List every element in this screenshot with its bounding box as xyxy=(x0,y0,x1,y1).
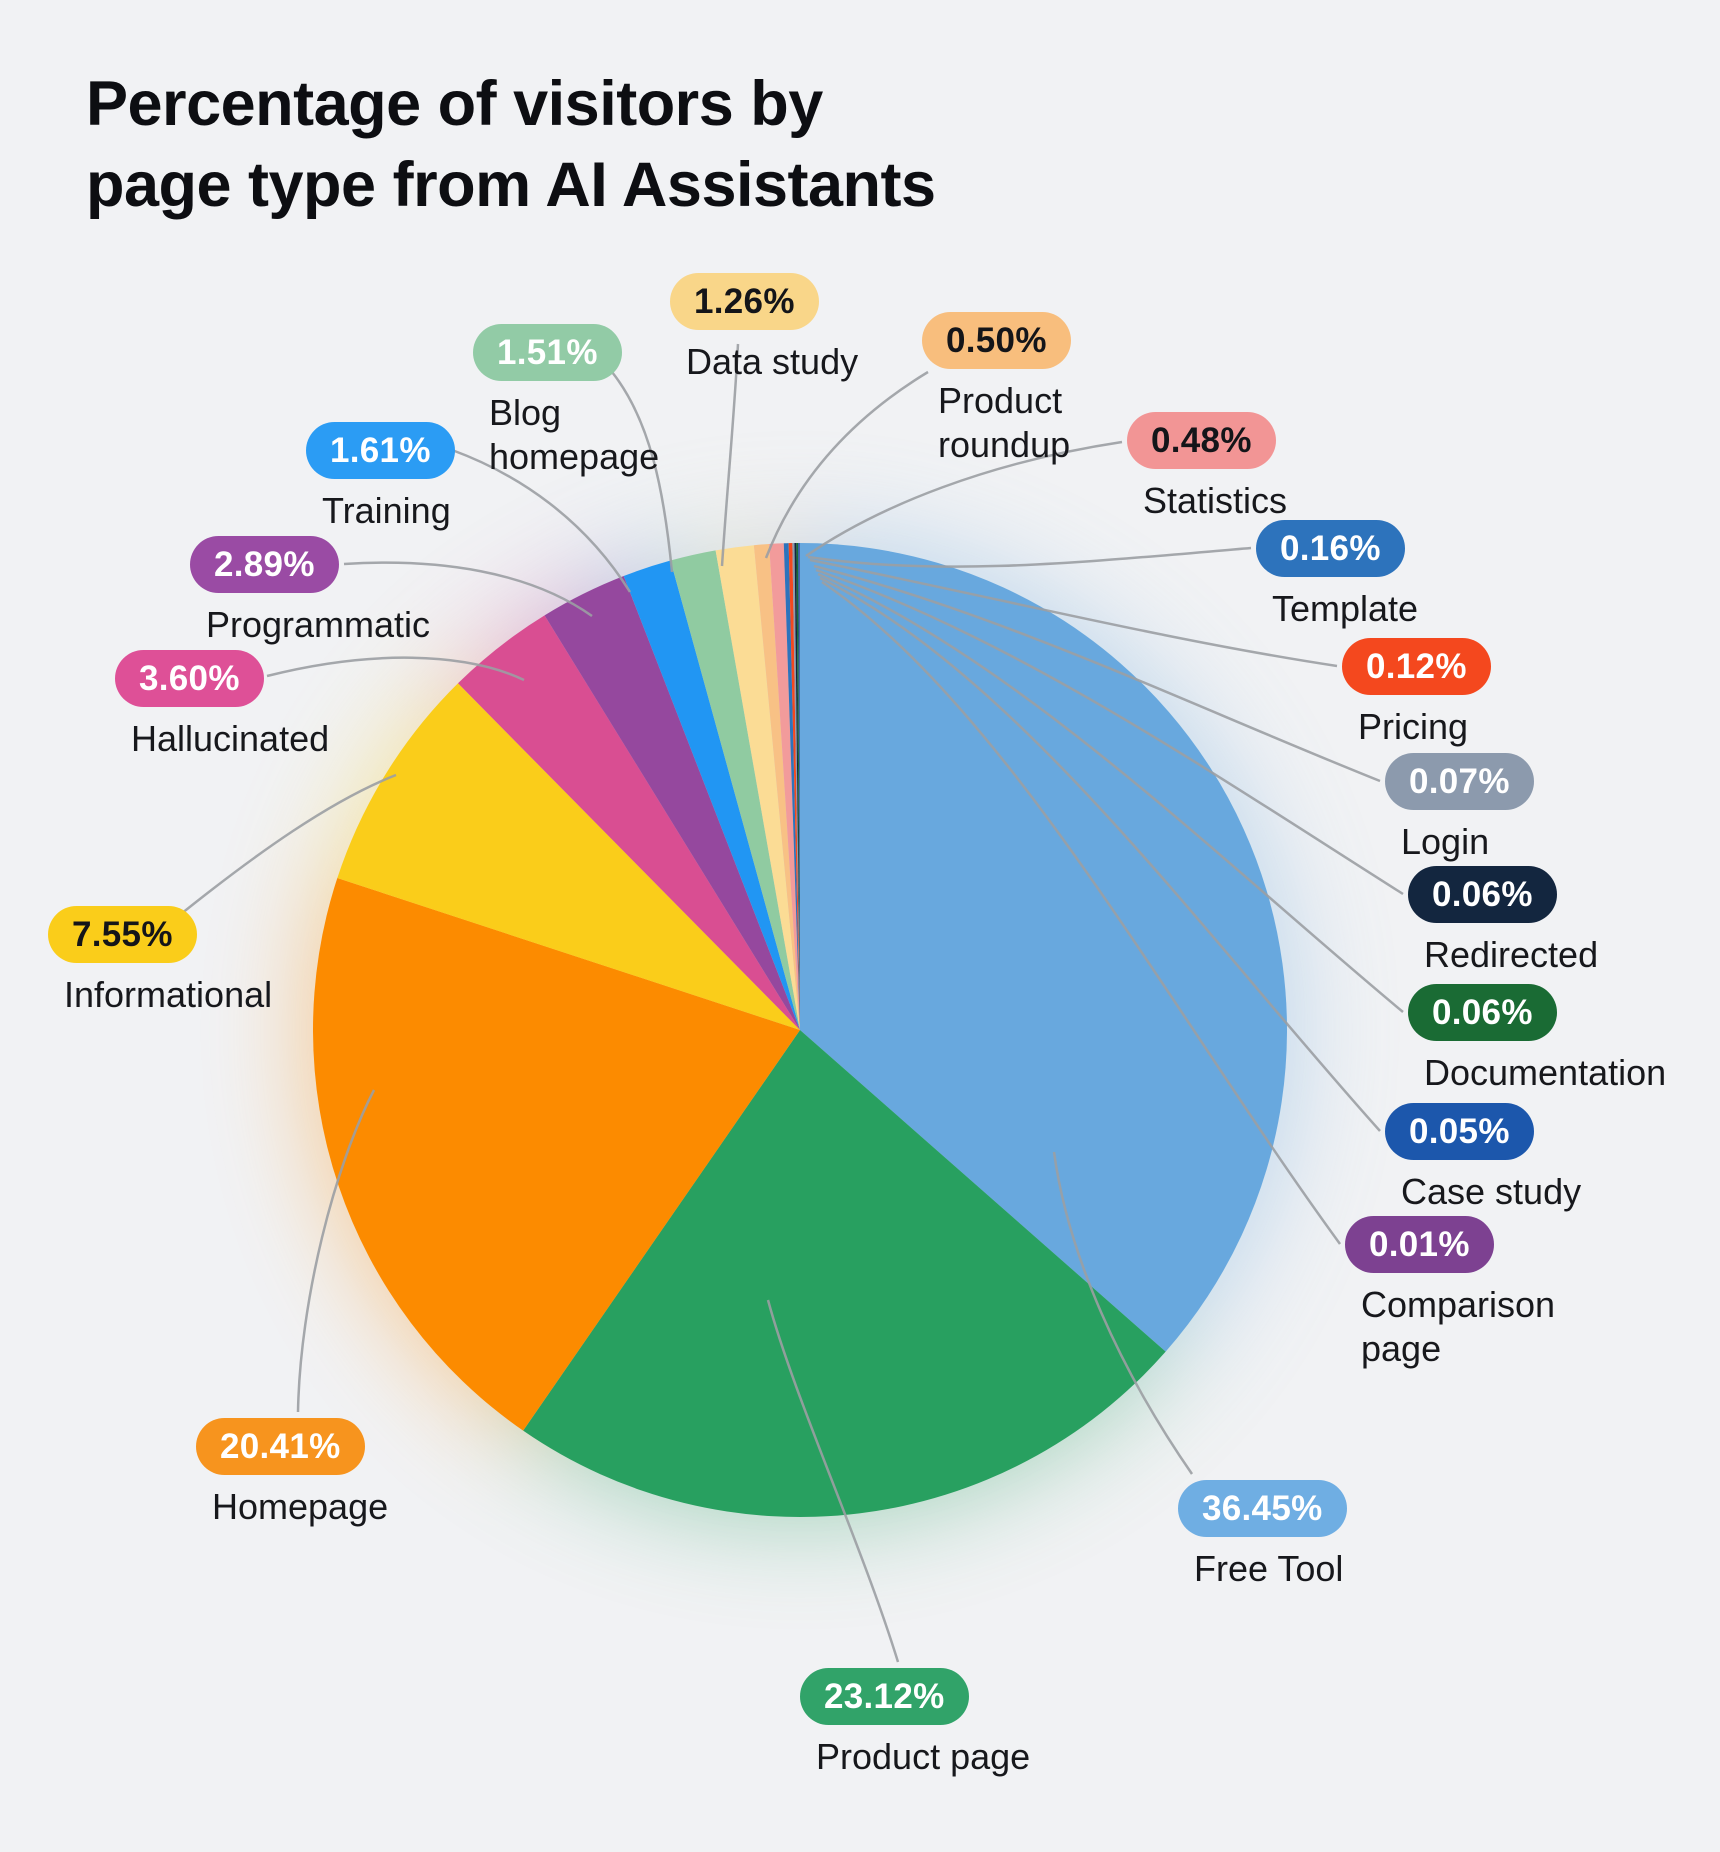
slice-label-free-tool: Free Tool xyxy=(1194,1548,1344,1590)
pie-slice-product-page xyxy=(523,1030,1166,1517)
value-badge-product-page: 23.12% xyxy=(800,1668,969,1726)
callout-product-page: 23.12% Product page xyxy=(800,1668,1030,1779)
slice-label-template: Template xyxy=(1272,588,1419,630)
callout-statistics: 0.48% Statistics xyxy=(1127,412,1287,523)
callout-comparison-page: 0.01% Comparison page xyxy=(1345,1216,1555,1371)
leader-line-blog-homepage xyxy=(611,371,674,573)
leader-line-homepage xyxy=(296,1089,376,1413)
callout-case-study: 0.05% Case study xyxy=(1385,1103,1581,1214)
slice-label-data-study: Data study xyxy=(686,341,859,383)
pie-slice-redirected xyxy=(794,543,800,1030)
leader-line-comparison-page xyxy=(821,580,1342,1245)
value-badge-product-roundup: 0.50% xyxy=(922,312,1071,370)
leader-line-redirected xyxy=(815,568,1404,896)
value-badge-hallucinated: 3.60% xyxy=(115,650,264,708)
slice-label-login: Login xyxy=(1401,821,1490,863)
slice-label-pricing: Pricing xyxy=(1358,706,1469,748)
value-badge-documentation: 0.06% xyxy=(1408,984,1557,1042)
value-badge-pricing: 0.12% xyxy=(1342,638,1491,696)
slice-label-hallucinated: Hallucinated xyxy=(131,718,330,760)
value-badge-programmatic: 2.89% xyxy=(190,536,339,594)
leader-line-product-roundup xyxy=(764,370,929,559)
slice-label-documentation: Documentation xyxy=(1424,1052,1667,1094)
value-badge-case-study: 0.05% xyxy=(1385,1103,1534,1161)
callout-blog-homepage: 1.51% Blog homepage xyxy=(473,324,659,479)
callout-pricing: 0.12% Pricing xyxy=(1342,638,1491,749)
slice-label-programmatic: Programmatic xyxy=(206,604,431,646)
slice-label-informational: Informational xyxy=(64,974,273,1016)
leader-line-template xyxy=(807,546,1252,568)
leader-line-training xyxy=(451,448,632,593)
leader-line-informational xyxy=(175,773,397,919)
callout-login: 0.07% Login xyxy=(1385,753,1534,864)
page-title: Percentage of visitors by page type from… xyxy=(86,64,936,225)
value-badge-free-tool: 36.45% xyxy=(1178,1480,1347,1538)
pie-slice-informational xyxy=(337,683,800,1030)
slice-label-homepage: Homepage xyxy=(212,1486,389,1528)
pie-slice-product-roundup xyxy=(753,543,800,1030)
value-badge-informational: 7.55% xyxy=(48,906,197,964)
pie-slice-programmatic xyxy=(544,576,800,1030)
slice-label-statistics: Statistics xyxy=(1143,480,1288,522)
callout-data-study: 1.26% Data study xyxy=(670,273,858,384)
callout-product-roundup: 0.50% Product roundup xyxy=(922,312,1071,467)
pie-slice-training xyxy=(623,560,800,1030)
value-badge-login: 0.07% xyxy=(1385,753,1534,811)
leader-line-statistics xyxy=(805,440,1123,558)
slice-label-blog-homepage: Blog homepage xyxy=(489,392,660,478)
slice-label-comparison-page: Comparison page xyxy=(1361,1284,1556,1370)
callout-redirected: 0.06% Redirected xyxy=(1408,866,1598,977)
leader-line-pricing xyxy=(809,558,1338,668)
value-badge-comparison-page: 0.01% xyxy=(1345,1216,1494,1274)
value-badge-data-study: 1.26% xyxy=(670,273,819,331)
pie-slice-documentation xyxy=(796,543,800,1030)
leader-line-free-tool xyxy=(1052,1151,1194,1475)
leader-line-data-study xyxy=(720,343,740,567)
page-title-line-1: Percentage of visitors by xyxy=(86,69,823,139)
callout-informational: 7.55% Informational xyxy=(48,906,272,1017)
pie-slice-blog-homepage xyxy=(670,550,800,1030)
leader-line-hallucinated xyxy=(266,656,525,682)
slice-label-case-study: Case study xyxy=(1401,1171,1582,1213)
callout-documentation: 0.06% Documentation xyxy=(1408,984,1666,1095)
callout-hallucinated: 3.60% Hallucinated xyxy=(115,650,329,761)
slice-label-product-roundup: Product roundup xyxy=(938,380,1071,466)
leader-line-documentation xyxy=(817,572,1404,1013)
callout-training: 1.61% Training xyxy=(306,422,455,533)
pie-slice-statistics xyxy=(769,543,800,1030)
callout-free-tool: 36.45% Free Tool xyxy=(1178,1480,1347,1591)
leader-line-programmatic xyxy=(343,561,593,618)
leader-line-product-page xyxy=(766,1299,900,1663)
value-badge-blog-homepage: 1.51% xyxy=(473,324,622,382)
pie-slice-homepage xyxy=(312,877,800,1431)
slice-label-training: Training xyxy=(322,490,451,532)
slice-label-product-page: Product page xyxy=(816,1736,1031,1778)
value-badge-template: 0.16% xyxy=(1256,520,1405,578)
page-title-line-2: page type from AI Assistants xyxy=(86,149,936,220)
pie-slice-pricing xyxy=(788,543,800,1030)
leader-line-login xyxy=(813,564,1381,783)
callout-template: 0.16% Template xyxy=(1256,520,1418,631)
leader-line-case-study xyxy=(819,576,1381,1132)
value-badge-homepage: 20.41% xyxy=(196,1418,365,1476)
callout-programmatic: 2.89% Programmatic xyxy=(190,536,430,647)
value-badge-redirected: 0.06% xyxy=(1408,866,1557,924)
value-badge-training: 1.61% xyxy=(306,422,455,480)
pie-slice-login xyxy=(792,543,800,1030)
pie-slice-template xyxy=(783,543,800,1030)
pie-slice-case-study xyxy=(798,543,800,1030)
pie-slice-hallucinated xyxy=(458,615,800,1030)
pie-slice-data-study xyxy=(715,545,800,1030)
callout-homepage: 20.41% Homepage xyxy=(196,1418,388,1529)
slice-label-redirected: Redirected xyxy=(1424,934,1599,976)
value-badge-statistics: 0.48% xyxy=(1127,412,1276,470)
